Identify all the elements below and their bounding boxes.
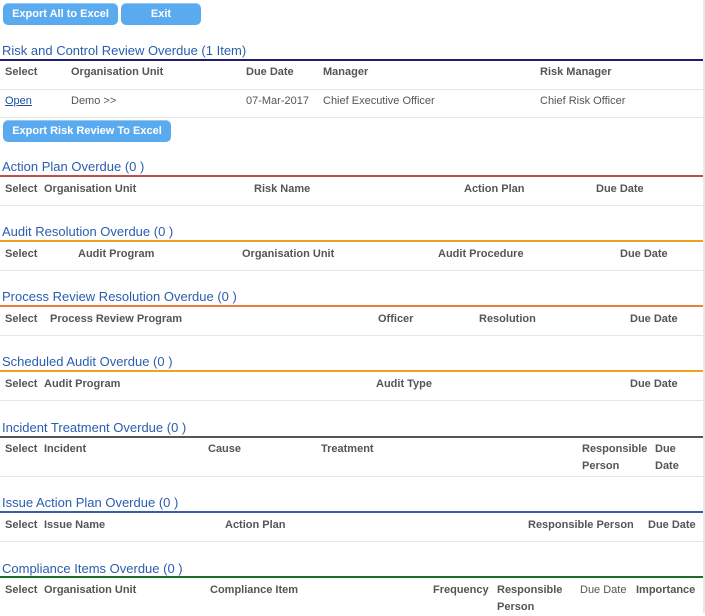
audit-header-program: Audit Program <box>78 248 155 260</box>
process-header-due-date: Due Date <box>630 313 678 325</box>
action-header-org-unit: Organisation Unit <box>44 183 137 195</box>
issue-action-title: Issue Action Plan Overdue (0 ) <box>2 495 179 510</box>
process-header-resolution: Resolution <box>479 313 536 325</box>
sched-header-type: Audit Type <box>376 378 433 390</box>
incident-treatment-title: Incident Treatment Overdue (0 ) <box>2 420 187 435</box>
incident-header-cause: Cause <box>208 443 242 455</box>
sched-header-select: Select <box>5 378 38 390</box>
risk-header-due-date: Due Date <box>246 66 294 78</box>
issue-header-divider <box>0 541 703 542</box>
process-header-program: Process Review Program <box>50 313 183 325</box>
audit-resolution-rule <box>0 240 703 242</box>
risk-header-divider <box>0 89 703 90</box>
scheduled-audit-rule <box>0 370 703 372</box>
risk-row-org-unit[interactable]: Demo >> <box>71 95 117 107</box>
audit-header-procedure: Audit Procedure <box>438 248 524 260</box>
incident-treatment-rule <box>0 436 703 438</box>
audit-header-due-date: Due Date <box>620 248 668 260</box>
compliance-header-select: Select <box>5 584 38 596</box>
issue-header-responsible: Responsible Person <box>528 519 634 531</box>
export-risk-review-button[interactable]: Export Risk Review To Excel <box>3 120 171 142</box>
issue-header-name: Issue Name <box>44 519 106 531</box>
audit-header-org-unit: Organisation Unit <box>242 248 335 260</box>
compliance-header-due-date: Due Date <box>580 584 627 596</box>
process-header-select: Select <box>5 313 38 325</box>
issue-header-select: Select <box>5 519 38 531</box>
sched-header-program: Audit Program <box>44 378 121 390</box>
action-header-risk-name: Risk Name <box>254 183 311 195</box>
action-header-action-plan: Action Plan <box>464 183 525 195</box>
sched-header-divider <box>0 400 703 401</box>
audit-header-select: Select <box>5 248 38 260</box>
compliance-header-frequency: Frequency <box>433 584 489 596</box>
export-all-excel-button[interactable]: Export All to Excel <box>3 3 118 25</box>
action-header-divider <box>0 205 703 206</box>
risk-row-risk-manager: Chief Risk Officer <box>540 95 626 107</box>
risk-row-due-date: 07-Mar-2017 <box>246 95 309 107</box>
compliance-header-item: Compliance Item <box>210 584 299 596</box>
issue-action-rule <box>0 511 703 513</box>
action-plan-rule <box>0 175 703 177</box>
incident-header-treatment: Treatment <box>321 443 374 455</box>
risk-header-risk-manager: Risk Manager <box>540 66 612 78</box>
process-header-divider <box>0 335 703 336</box>
audit-resolution-title: Audit Resolution Overdue (0 ) <box>2 224 174 239</box>
incident-header-due-date: Due Date <box>655 443 679 472</box>
risk-row-open-link[interactable]: Open <box>5 95 32 107</box>
issue-header-action-plan: Action Plan <box>225 519 286 531</box>
process-header-officer: Officer <box>378 313 414 325</box>
sched-header-due-date: Due Date <box>630 378 678 390</box>
audit-header-divider <box>0 270 703 271</box>
issue-header-due-date: Due Date <box>648 519 696 531</box>
compliance-title: Compliance Items Overdue (0 ) <box>2 561 183 576</box>
compliance-header-org-unit: Organisation Unit <box>44 584 137 596</box>
action-plan-title: Action Plan Overdue (0 ) <box>2 159 145 174</box>
compliance-rule <box>0 576 703 578</box>
risk-review-title: Risk and Control Review Overdue (1 Item) <box>2 43 247 58</box>
process-review-title: Process Review Resolution Overdue (0 ) <box>2 289 237 304</box>
action-header-select: Select <box>5 183 38 195</box>
compliance-header-responsible: Responsible Person <box>497 584 563 613</box>
page-right-border <box>703 0 705 613</box>
risk-header-select: Select <box>5 66 38 78</box>
scheduled-audit-title: Scheduled Audit Overdue (0 ) <box>2 354 173 369</box>
risk-review-rule <box>0 59 703 61</box>
risk-header-manager: Manager <box>323 66 369 78</box>
risk-header-org-unit: Organisation Unit <box>71 66 164 78</box>
risk-row-manager: Chief Executive Officer <box>323 95 435 107</box>
compliance-header-importance: Importance <box>636 584 696 596</box>
incident-header-divider <box>0 476 703 477</box>
process-review-rule <box>0 305 703 307</box>
action-header-due-date: Due Date <box>596 183 644 195</box>
exit-button[interactable]: Exit <box>121 3 201 25</box>
incident-header-responsible: Responsible Person <box>582 443 648 472</box>
risk-row-divider <box>0 117 703 118</box>
incident-header-select: Select <box>5 443 38 455</box>
incident-header-incident: Incident <box>44 443 87 455</box>
